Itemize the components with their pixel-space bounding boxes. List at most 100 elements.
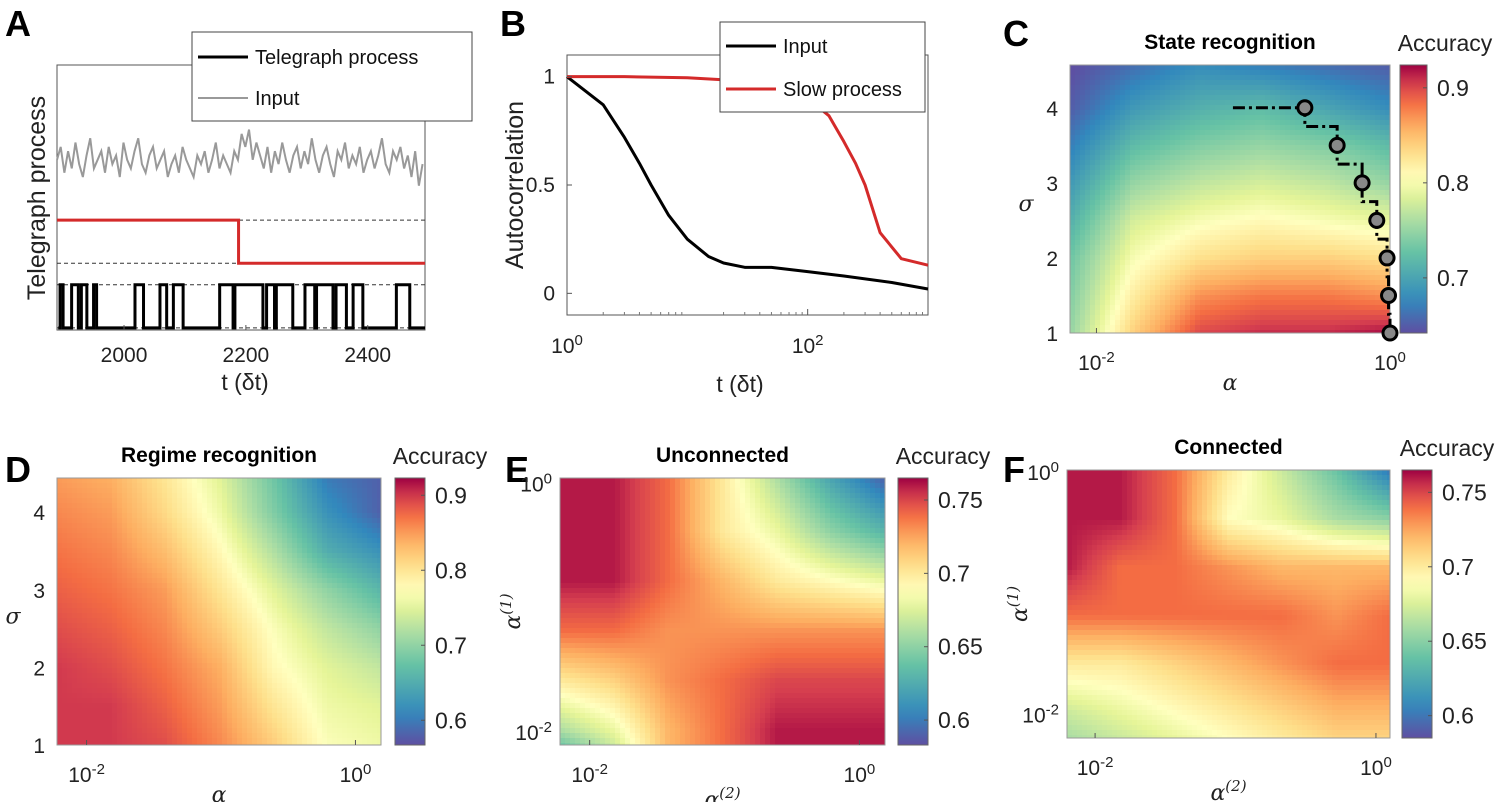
heatmap-cell: [1235, 240, 1241, 246]
heatmap-cell: [1235, 140, 1241, 146]
heatmap-cell: [1260, 190, 1266, 196]
heatmap-cell: [1275, 180, 1281, 186]
heatmap-cell: [1080, 255, 1086, 261]
heatmap-cell: [1285, 95, 1291, 101]
heatmap-cell: [1215, 280, 1221, 286]
heatmap-cell: [1090, 215, 1096, 221]
heatmap-cell: [352, 503, 358, 509]
heatmap-cell: [1070, 240, 1076, 246]
heatmap-cell: [1075, 235, 1081, 241]
heatmap-cell: [192, 548, 198, 554]
heatmap-cell: [122, 583, 128, 589]
heatmap-cell: [1125, 265, 1131, 271]
heatmap-cell: [172, 573, 178, 579]
heatmap-cell: [1290, 240, 1296, 246]
heatmap-cell: [107, 568, 113, 574]
heatmap-cell: [312, 493, 318, 499]
heatmap-cell: [1365, 285, 1371, 291]
heatmap-cell: [1345, 325, 1351, 331]
heatmap-cell: [1300, 140, 1306, 146]
heatmap-cell: [332, 543, 338, 549]
heatmap-cell: [157, 568, 163, 574]
heatmap-cell: [302, 523, 308, 529]
heatmap-cell: [177, 478, 183, 484]
heatmap-cell: [1325, 110, 1331, 116]
heatmap-cell: [277, 483, 283, 489]
heatmap-cell: [1250, 245, 1256, 251]
heatmap-cell: [157, 578, 163, 584]
heatmap-cell: [1285, 280, 1291, 286]
heatmap-cell: [1110, 245, 1116, 251]
heatmap-cell: [1275, 120, 1281, 126]
heatmap-cell: [1365, 240, 1371, 246]
heatmap-cell: [1165, 330, 1171, 334]
heatmap-cell: [72, 538, 78, 544]
heatmap-cell: [372, 533, 378, 539]
heatmap-cell: [227, 493, 233, 499]
heatmap-cell: [262, 488, 268, 494]
heatmap-cell: [242, 553, 248, 559]
heatmap-cell: [1240, 125, 1246, 131]
heatmap-cell: [327, 538, 333, 544]
heatmap-cell: [1245, 100, 1251, 106]
heatmap-cell: [1205, 320, 1211, 326]
heatmap-cell: [232, 553, 238, 559]
heatmap-cell: [1225, 190, 1231, 196]
heatmap-cell: [1095, 160, 1101, 166]
heatmap-cell: [1095, 230, 1101, 236]
heatmap-cell: [1110, 315, 1116, 321]
heatmap-cell: [292, 528, 298, 534]
heatmap-cell: [1155, 90, 1161, 96]
heatmap-cell: [187, 563, 193, 569]
heatmap-cell: [1075, 155, 1081, 161]
heatmap-cell: [1320, 165, 1326, 171]
heatmap-cell: [327, 583, 333, 589]
heatmap-cell: [1080, 230, 1086, 236]
heatmap-cell: [102, 518, 108, 524]
heatmap-cell: [1185, 290, 1191, 296]
heatmap-cell: [1250, 130, 1256, 136]
heatmap-cell: [1185, 235, 1191, 241]
heatmap-cell: [357, 538, 363, 544]
heatmap-cell: [1155, 275, 1161, 281]
heatmap-cell: [1295, 145, 1301, 151]
heatmap-cell: [1180, 160, 1186, 166]
heatmap-cell: [1370, 240, 1376, 246]
heatmap-cell: [1295, 245, 1301, 251]
heatmap-cell: [1225, 255, 1231, 261]
heatmap-cell: [1285, 290, 1291, 296]
heatmap-cell: [57, 503, 63, 509]
heatmap-cell: [367, 548, 373, 554]
heatmap-cell: [1255, 180, 1261, 186]
heatmap-cell: [347, 523, 353, 529]
heatmap-cell: [1145, 200, 1151, 206]
heatmap-cell: [202, 548, 208, 554]
heatmap-cell: [1180, 255, 1186, 261]
heatmap-cell: [1110, 90, 1116, 96]
heatmap-cell: [1100, 155, 1106, 161]
heatmap-cell: [1265, 310, 1271, 316]
heatmap-cell: [1165, 250, 1171, 256]
heatmap-cell: [1155, 70, 1161, 76]
heatmap-cell: [1230, 170, 1236, 176]
heatmap-cell: [1340, 255, 1346, 261]
heatmap-cell: [1195, 255, 1201, 261]
heatmap-cell: [1105, 145, 1111, 151]
heatmap-cell: [1305, 260, 1311, 266]
heatmap-cell: [1275, 260, 1281, 266]
heatmap-cell: [1295, 185, 1301, 191]
heatmap-cell: [1130, 275, 1136, 281]
heatmap-cell: [217, 508, 223, 514]
heatmap-cell: [1240, 100, 1246, 106]
heatmap-cell: [1250, 135, 1256, 141]
heatmap-cell: [1275, 105, 1281, 111]
heatmap-cell: [1100, 240, 1106, 246]
heatmap-cell: [1075, 75, 1081, 81]
heatmap-cell: [1080, 205, 1086, 211]
heatmap-cell: [1145, 305, 1151, 311]
heatmap-cell: [252, 558, 258, 564]
heatmap-cell: [1200, 85, 1206, 91]
heatmap-cell: [322, 478, 328, 484]
heatmap-cell: [1290, 195, 1296, 201]
